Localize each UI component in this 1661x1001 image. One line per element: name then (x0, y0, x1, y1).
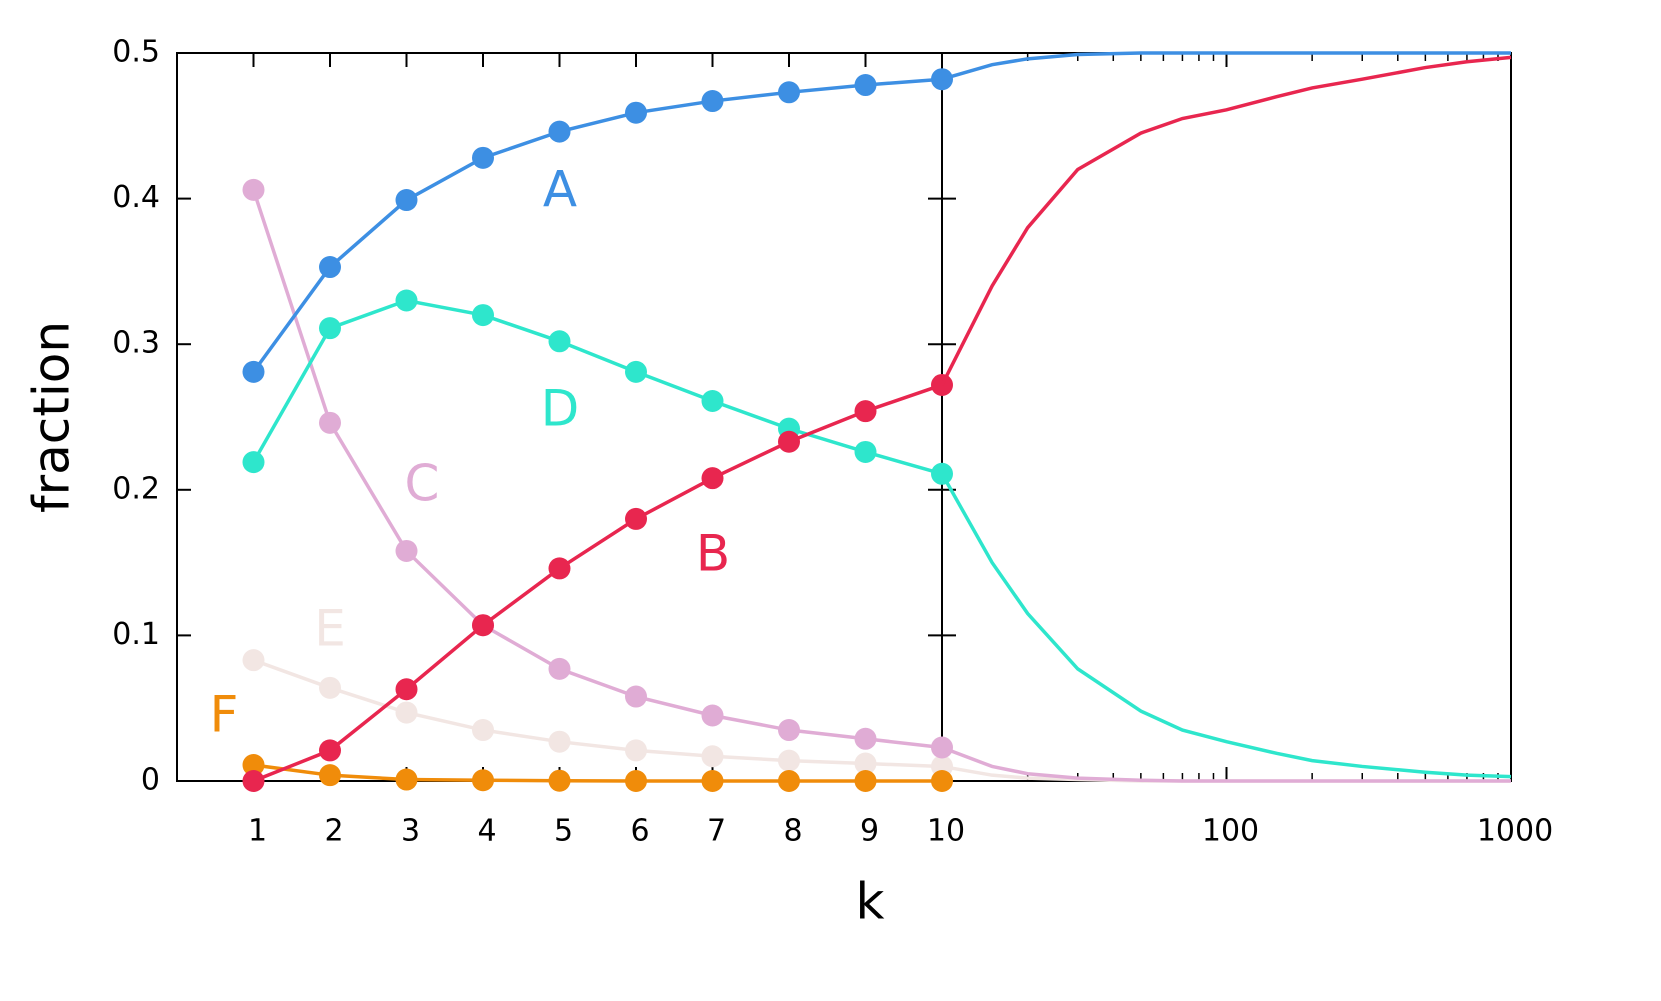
point (701, 770, 724, 792)
point (548, 730, 571, 753)
point (242, 649, 265, 672)
point (625, 685, 647, 708)
point (701, 467, 724, 490)
point (701, 704, 724, 727)
series-line (252, 383, 943, 783)
point (854, 74, 877, 97)
x-tick-label: 5 (554, 814, 573, 849)
point (625, 507, 647, 530)
series-line (940, 55, 1512, 386)
point (242, 451, 265, 474)
point (395, 189, 418, 212)
point (625, 770, 647, 792)
y-tick-label: 0 (141, 763, 160, 798)
x-tick-label: 100 (1202, 814, 1259, 849)
x-tick-label: 10 (927, 814, 965, 849)
point (701, 389, 724, 412)
point (548, 657, 571, 680)
series-line (940, 472, 1512, 779)
point (548, 120, 571, 143)
x-tick-label: 6 (630, 814, 649, 849)
plot-frame (176, 52, 1512, 782)
point (701, 90, 724, 113)
point (319, 764, 341, 787)
series-line (941, 745, 1511, 783)
series-line (252, 658, 943, 769)
point (472, 719, 494, 742)
point (854, 752, 877, 775)
point (931, 770, 953, 792)
x-tick-label: 8 (783, 814, 802, 849)
x-tick-label: 1 (248, 814, 267, 849)
series-label: A (543, 161, 577, 219)
series-label: C (405, 455, 440, 513)
series-label: D (541, 380, 580, 438)
series-line (941, 51, 1511, 81)
point (548, 769, 571, 792)
series-label: F (210, 686, 239, 744)
x-tick-label: 3 (401, 814, 420, 849)
point (319, 317, 341, 340)
point (625, 360, 647, 383)
series-label: B (696, 525, 730, 583)
point (395, 701, 418, 724)
point (778, 770, 800, 792)
y-tick-label: 0.1 (112, 617, 160, 652)
point (854, 400, 877, 423)
y-axis-label: fraction (23, 321, 81, 513)
point (472, 614, 494, 637)
point (395, 289, 418, 312)
point (319, 411, 341, 434)
x-tick-label: 2 (324, 814, 343, 849)
x-tick-label: 4 (477, 814, 496, 849)
point (319, 739, 341, 762)
point (625, 739, 647, 762)
point (395, 768, 418, 791)
y-tick-label: 0.4 (112, 180, 160, 215)
x-axis-label: k (856, 873, 885, 931)
point (701, 745, 724, 768)
point (242, 360, 265, 383)
point (778, 430, 800, 453)
series-line (251, 298, 943, 476)
point (319, 676, 341, 699)
series-label: E (314, 600, 346, 658)
point (625, 101, 647, 124)
point (319, 256, 341, 279)
point (395, 539, 418, 562)
point (395, 678, 418, 701)
point (242, 770, 265, 792)
point (548, 557, 571, 580)
point (778, 81, 800, 104)
point (854, 770, 877, 792)
point (472, 769, 494, 792)
point (778, 749, 800, 772)
point (854, 440, 877, 463)
series-line (251, 189, 943, 750)
point (778, 719, 800, 742)
series-line (252, 77, 943, 373)
y-tick-label: 0.3 (112, 326, 160, 361)
point (548, 330, 571, 353)
point (472, 146, 494, 169)
x-tick-label: 1000 (1477, 814, 1553, 849)
point (242, 753, 265, 776)
y-tick-label: 0.2 (112, 471, 160, 506)
point (472, 304, 494, 327)
x-tick-label: 9 (860, 814, 879, 849)
y-tick-label: 0.5 (112, 35, 160, 70)
x-tick-label: 7 (707, 814, 726, 849)
point (854, 727, 877, 750)
point (242, 178, 265, 201)
series-line (253, 763, 942, 783)
